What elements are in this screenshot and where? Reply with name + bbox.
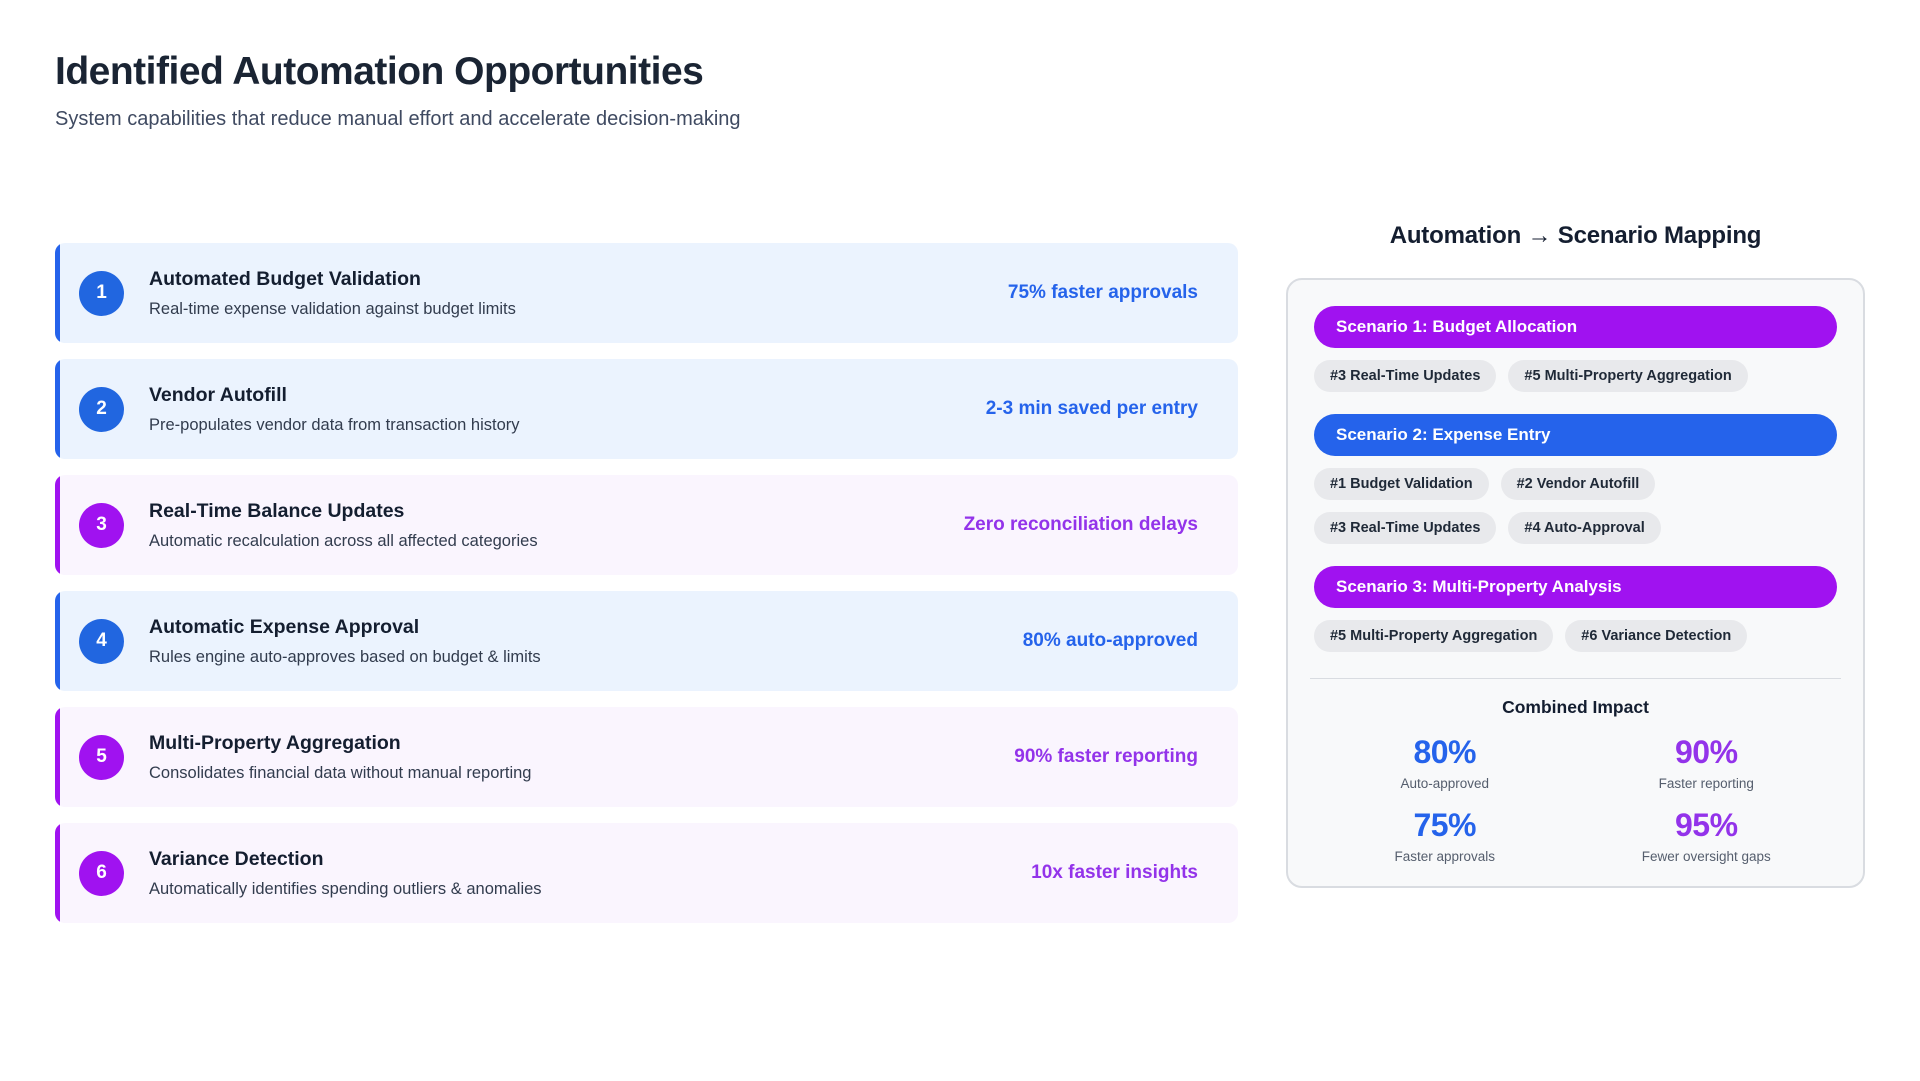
automation-chip: #2 Vendor Autofill xyxy=(1500,468,1656,500)
opportunity-metric: 75% faster approvals xyxy=(1007,282,1198,303)
opportunity-card-3: 3 Real-Time Balance Updates Automatic re… xyxy=(55,475,1238,575)
automation-chip: #1 Budget Validation xyxy=(1313,468,1489,500)
page-subtitle: System capabilities that reduce manual e… xyxy=(55,108,741,130)
opportunity-card-2: 2 Vendor Autofill Pre-populates vendor d… xyxy=(55,359,1238,459)
opportunity-metric: 2-3 min saved per entry xyxy=(985,398,1198,419)
opportunity-text: Multi-Property Aggregation Consolidates … xyxy=(149,732,1014,783)
opportunity-title: Multi-Property Aggregation xyxy=(149,731,401,754)
opportunity-number-badge: 5 xyxy=(79,734,124,780)
opportunity-description: Automatically identifies spending outlie… xyxy=(149,879,542,898)
impact-stat-auto-approved: 80% Auto-approved xyxy=(1314,734,1576,791)
opportunity-description: Rules engine auto-approves based on budg… xyxy=(149,647,541,666)
impact-stat-value: 80% xyxy=(1413,734,1476,770)
opportunity-title: Real-Time Balance Updates xyxy=(149,499,405,522)
opportunity-number-badge: 2 xyxy=(79,386,124,432)
opportunity-title: Automatic Expense Approval xyxy=(149,615,420,638)
opportunity-number-badge: 6 xyxy=(79,850,124,896)
combined-impact-grid: 80% Auto-approved 90% Faster reporting 7… xyxy=(1314,734,1837,864)
opportunity-title: Automated Budget Validation xyxy=(149,267,421,290)
scenario-1-chips: #3 Real-Time Updates #5 Multi-Property A… xyxy=(1313,360,1837,392)
opportunity-title: Variance Detection xyxy=(149,847,324,870)
opportunity-card-4: 4 Automatic Expense Approval Rules engin… xyxy=(55,591,1238,691)
automation-chip: #4 Auto-Approval xyxy=(1508,512,1661,544)
impact-stat-label: Faster reporting xyxy=(1658,776,1754,791)
page-title: Identified Automation Opportunities xyxy=(55,50,704,93)
impact-stat-label: Auto-approved xyxy=(1400,776,1490,791)
impact-stat-value: 90% xyxy=(1674,734,1738,770)
opportunity-metric: Zero reconciliation delays xyxy=(963,514,1198,535)
opportunity-description: Pre-populates vendor data from transacti… xyxy=(149,415,520,434)
opportunity-metric: 90% faster reporting xyxy=(1014,746,1198,767)
opportunity-number-badge: 3 xyxy=(79,502,124,548)
impact-stat-label: Fewer oversight gaps xyxy=(1641,849,1771,864)
scenario-1-banner: Scenario 1: Budget Allocation xyxy=(1313,306,1837,348)
opportunity-text: Automatic Expense Approval Rules engine … xyxy=(149,616,1023,667)
opportunity-number-badge: 1 xyxy=(79,270,124,316)
opportunity-text: Vendor Autofill Pre-populates vendor dat… xyxy=(149,384,986,435)
panel-divider xyxy=(1309,678,1841,679)
opportunity-description: Real-time expense validation against bud… xyxy=(149,299,516,318)
automation-chip: #6 Variance Detection xyxy=(1565,620,1748,652)
scenario-mapping-section: Automation → Scenario Mapping Scenario 1… xyxy=(1285,222,1865,888)
impact-stat-faster-approvals: 75% Faster approvals xyxy=(1314,807,1576,864)
impact-stat-fewer-oversight-gaps: 95% Fewer oversight gaps xyxy=(1575,807,1837,864)
opportunity-card-1: 1 Automated Budget Validation Real-time … xyxy=(55,243,1238,343)
scenario-3-chips: #5 Multi-Property Aggregation #6 Varianc… xyxy=(1313,620,1837,652)
opportunity-title: Vendor Autofill xyxy=(149,383,287,406)
opportunity-list: 1 Automated Budget Validation Real-time … xyxy=(55,243,1238,923)
opportunity-number-badge: 4 xyxy=(79,618,124,664)
opportunity-text: Real-Time Balance Updates Automatic reca… xyxy=(149,500,964,551)
automation-chip: #3 Real-Time Updates xyxy=(1313,360,1497,392)
scenario-3-banner: Scenario 3: Multi-Property Analysis xyxy=(1313,566,1837,608)
opportunity-text: Variance Detection Automatically identif… xyxy=(149,848,1031,899)
automation-chip: #3 Real-Time Updates xyxy=(1313,512,1497,544)
opportunity-metric: 10x faster insights xyxy=(1031,862,1198,883)
opportunity-card-6: 6 Variance Detection Automatically ident… xyxy=(55,823,1238,923)
scenario-mapping-panel: Scenario 1: Budget Allocation #3 Real-Ti… xyxy=(1285,278,1865,888)
scenario-3: Scenario 3: Multi-Property Analysis #5 M… xyxy=(1313,566,1837,652)
impact-stat-label: Faster approvals xyxy=(1394,849,1495,864)
scenario-2-banner: Scenario 2: Expense Entry xyxy=(1313,414,1837,456)
opportunity-description: Automatic recalculation across all affec… xyxy=(149,531,538,550)
impact-stat-faster-reporting: 90% Faster reporting xyxy=(1575,734,1837,791)
opportunity-description: Consolidates financial data without manu… xyxy=(149,763,532,782)
automation-chip: #5 Multi-Property Aggregation xyxy=(1313,620,1554,652)
automation-chip: #5 Multi-Property Aggregation xyxy=(1508,360,1748,392)
opportunity-metric: 80% auto-approved xyxy=(1022,630,1198,651)
main-content: 1 Automated Budget Validation Real-time … xyxy=(55,222,1865,923)
scenario-2-chips: #1 Budget Validation #2 Vendor Autofill … xyxy=(1313,468,1837,544)
scenario-1: Scenario 1: Budget Allocation #3 Real-Ti… xyxy=(1313,306,1837,392)
scenario-mapping-title: Automation → Scenario Mapping xyxy=(1389,222,1762,249)
impact-stat-value: 75% xyxy=(1413,807,1476,843)
scenario-2: Scenario 2: Expense Entry #1 Budget Vali… xyxy=(1313,414,1837,544)
opportunity-text: Automated Budget Validation Real-time ex… xyxy=(149,268,1008,319)
combined-impact-title: Combined Impact xyxy=(1502,697,1649,717)
impact-stat-value: 95% xyxy=(1674,807,1738,843)
opportunity-card-5: 5 Multi-Property Aggregation Consolidate… xyxy=(55,707,1238,807)
